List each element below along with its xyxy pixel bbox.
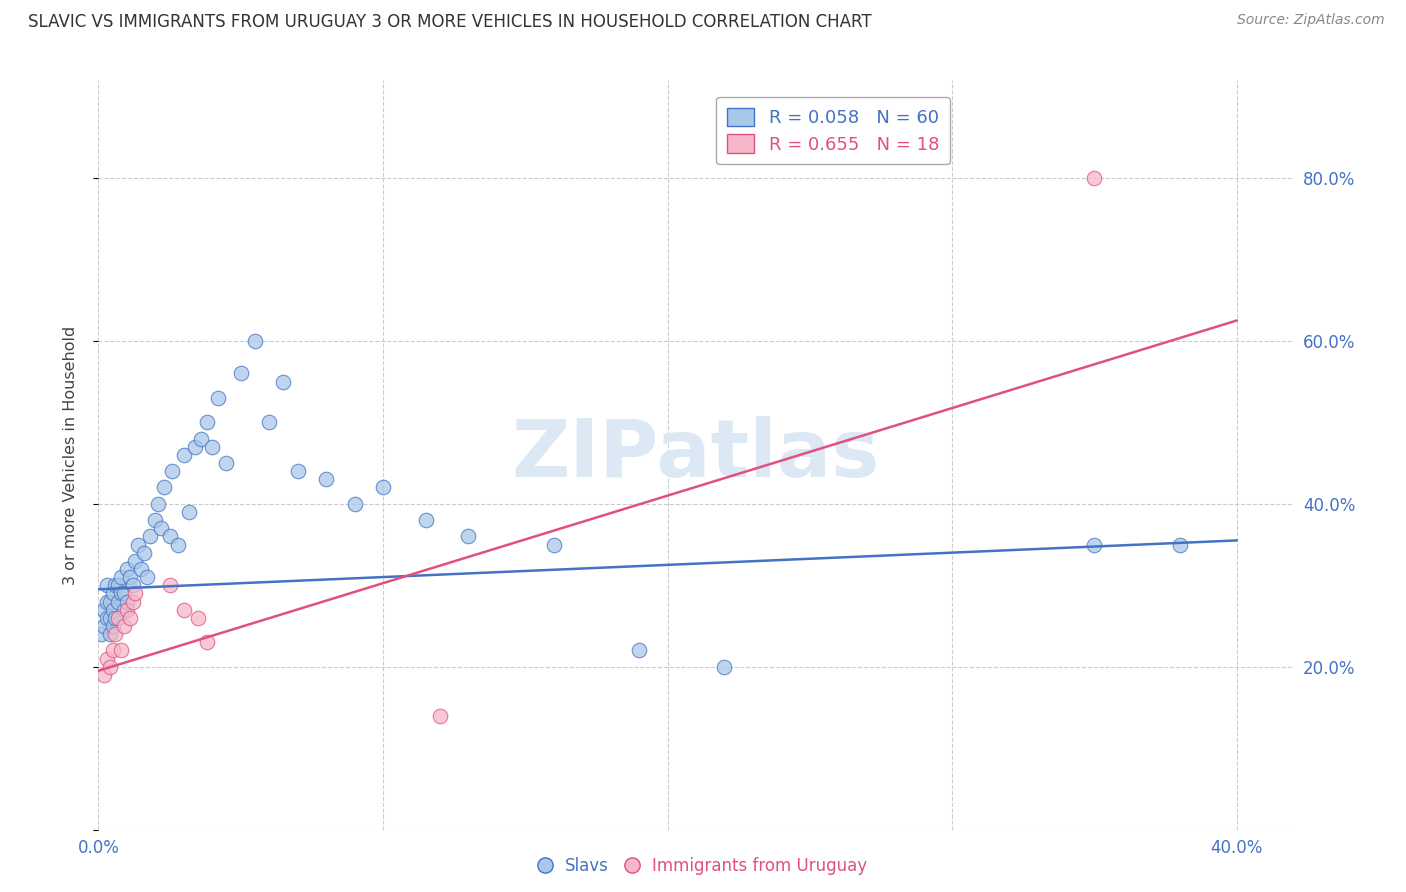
Point [713, 659, 735, 673]
Point [201, 440, 224, 454]
Point [429, 708, 451, 723]
Point [1168, 537, 1191, 551]
Point [229, 367, 252, 381]
Point [107, 578, 129, 592]
Point [96, 651, 118, 665]
Point [107, 594, 129, 608]
Point [90, 627, 112, 641]
Point [371, 481, 394, 495]
Point [129, 562, 152, 576]
Point [628, 643, 651, 657]
Point [184, 440, 207, 454]
Point [98, 594, 121, 608]
Point [115, 602, 138, 616]
Point [93, 602, 115, 616]
Point [132, 546, 155, 560]
Point [215, 456, 238, 470]
Point [110, 643, 132, 657]
Point [104, 578, 127, 592]
Point [173, 602, 195, 616]
Text: SLAVIC VS IMMIGRANTS FROM URUGUAY 3 OR MORE VEHICLES IN HOUSEHOLD CORRELATION CH: SLAVIC VS IMMIGRANTS FROM URUGUAY 3 OR M… [28, 13, 872, 31]
Point [124, 586, 146, 600]
Point [159, 578, 181, 592]
Point [96, 611, 118, 625]
Point [118, 611, 141, 625]
Point [127, 537, 149, 551]
Point [343, 497, 366, 511]
Point [98, 627, 121, 641]
Point [112, 586, 135, 600]
Point [107, 611, 129, 625]
Point [315, 472, 337, 486]
Legend: R = 0.058   N = 60, R = 0.655   N = 18: R = 0.058 N = 60, R = 0.655 N = 18 [716, 97, 950, 164]
Point [110, 570, 132, 584]
Point [98, 659, 121, 673]
Point [190, 432, 212, 446]
Point [195, 415, 218, 429]
Point [257, 415, 280, 429]
Point [243, 334, 266, 348]
Point [287, 464, 309, 478]
Point [415, 513, 437, 527]
Point [98, 611, 121, 625]
Point [121, 578, 143, 592]
Point [93, 668, 115, 682]
Point [150, 521, 173, 535]
Point [159, 529, 181, 543]
Point [135, 570, 157, 584]
Point [195, 635, 218, 649]
Point [104, 627, 127, 641]
Point [138, 529, 160, 543]
Point [179, 505, 201, 519]
Point [112, 619, 135, 633]
Point [153, 481, 176, 495]
Point [457, 529, 479, 543]
Text: Source: ZipAtlas.com: Source: ZipAtlas.com [1237, 13, 1385, 28]
Point [101, 643, 124, 657]
Point [148, 497, 170, 511]
Point [162, 464, 184, 478]
Point [173, 448, 195, 462]
Point [101, 619, 124, 633]
Point [115, 594, 138, 608]
Point [110, 586, 132, 600]
Point [93, 619, 115, 633]
Point [115, 562, 138, 576]
Point [543, 537, 565, 551]
Legend: Slavs, Immigrants from Uruguay: Slavs, Immigrants from Uruguay [531, 851, 875, 882]
Point [112, 602, 135, 616]
Point [96, 594, 118, 608]
Point [273, 375, 295, 389]
Point [143, 513, 166, 527]
Point [187, 611, 209, 625]
Y-axis label: 3 or more Vehicles in Household: 3 or more Vehicles in Household [63, 326, 77, 584]
Point [167, 537, 190, 551]
Point [104, 611, 127, 625]
Point [96, 578, 118, 592]
Point [124, 554, 146, 568]
Point [1083, 171, 1105, 186]
Point [101, 602, 124, 616]
Text: ZIPatlas: ZIPatlas [512, 416, 880, 494]
Point [118, 570, 141, 584]
Point [121, 594, 143, 608]
Point [101, 586, 124, 600]
Point [1083, 537, 1105, 551]
Point [207, 391, 229, 405]
